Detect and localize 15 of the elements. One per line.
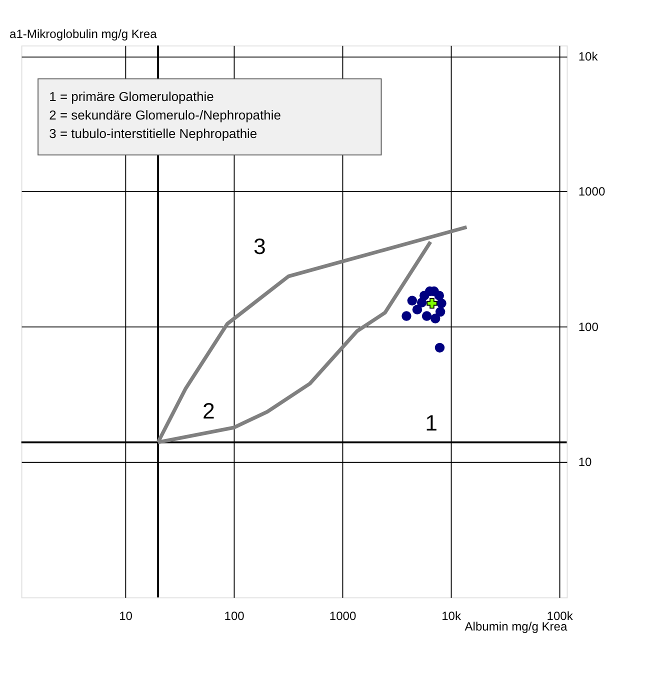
x-tick-label: 100 — [224, 609, 245, 624]
y-tick-label: 10k — [578, 49, 599, 64]
y-tick-label: 100 — [578, 320, 599, 334]
x-tick-label: 1000 — [329, 609, 357, 624]
annotation: 3 — [254, 234, 266, 260]
annotation: 2 — [202, 398, 215, 424]
annotation: 1 = primäre Glomerulopathie — [49, 89, 214, 104]
annotation: 3 = tubulo-interstitielle Nephropathie — [49, 126, 258, 142]
y-tick-label: 1000 — [578, 184, 606, 199]
y-axis-title: a1-Mikroglobulin mg/g Krea — [10, 27, 158, 42]
x-tick-label: 10k — [442, 609, 462, 624]
y-tick-label: 10 — [578, 455, 592, 470]
x-tick-label: 10 — [119, 609, 133, 624]
annotation: 2 = sekundäre Glomerulo-/Nephropathie — [49, 108, 281, 123]
annotation: 1 — [425, 410, 438, 436]
